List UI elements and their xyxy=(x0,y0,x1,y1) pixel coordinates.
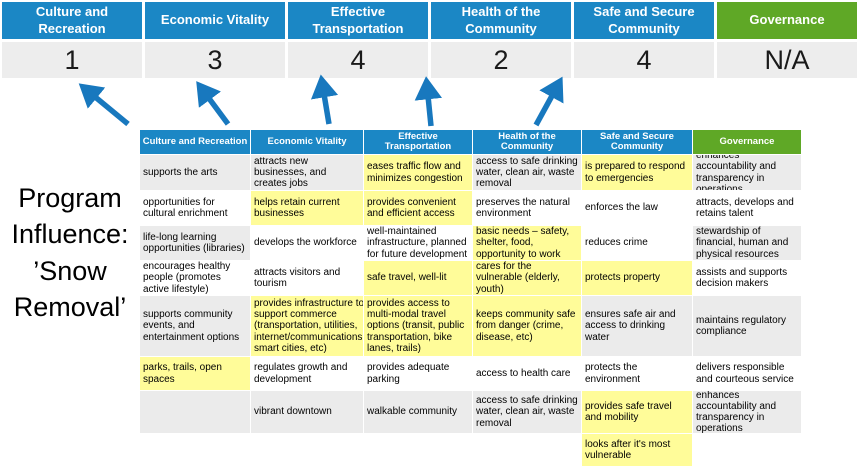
matrix-cell-r6-c2: regulates growth and development xyxy=(251,357,363,390)
arrow-economic-vitality xyxy=(196,81,231,126)
matrix-cell-r4-c1: encourages healthy people (promotes acti… xyxy=(140,261,250,295)
score-effective-transportation: 4 xyxy=(288,42,428,78)
matrix-cell-r8-c1 xyxy=(140,434,250,466)
matrix-cell-r5-c5: ensures safe air and access to drinking … xyxy=(582,296,692,356)
matrix-cell-r8-c5: looks after it's most vulnerable xyxy=(582,434,692,466)
matrix-cell-r6-c5: protects the environment xyxy=(582,357,692,390)
matrix-cell-r1-c6: enhances accountability and transparency… xyxy=(693,155,801,190)
matrix-cell-r3-c5: reduces crime xyxy=(582,226,692,260)
matrix-cell-r5-c3: provides access to multi-modal travel op… xyxy=(364,296,472,356)
arrow-culture-and-recreation xyxy=(78,83,130,127)
banner-safe-and-secure-community: Safe and Secure Community xyxy=(574,2,714,39)
matrix-cell-r8-c4 xyxy=(473,434,581,466)
matrix-cell-r4-c2: attracts visitors and tourism xyxy=(251,261,363,295)
matrix-header-governance: Governance xyxy=(693,130,801,154)
matrix-cell-r4-c3: safe travel, well-lit xyxy=(364,261,472,295)
matrix-cell-r2-c6: attracts, develops and retains talent xyxy=(693,191,801,225)
score-economic-vitality: 3 xyxy=(145,42,285,78)
matrix-cell-r8-c2 xyxy=(251,434,363,466)
matrix-cell-r6-c4: access to health care xyxy=(473,357,581,390)
matrix-cell-r3-c4: basic needs – safety, shelter, food, opp… xyxy=(473,226,581,260)
score-governance: N/A xyxy=(717,42,857,78)
matrix-cell-r2-c4: preserves the natural environment xyxy=(473,191,581,225)
matrix-cell-r1-c5: is prepared to respond to emergencies xyxy=(582,155,692,190)
matrix-cell-r7-c4: access to safe drinking water, clean air… xyxy=(473,391,581,433)
matrix-cell-r7-c5: provides safe travel and mobility xyxy=(582,391,692,433)
matrix-cell-r5-c4: keeps community safe from danger (crime,… xyxy=(473,296,581,356)
score-row: 1 3 4 2 4 N/A xyxy=(2,42,857,78)
program-influence-label: Program Influence: ’Snow Removal’ xyxy=(11,183,129,323)
matrix-cell-r7-c3: walkable community xyxy=(364,391,472,433)
matrix-cell-r8-c3 xyxy=(364,434,472,466)
matrix-cell-r1-c2: attracts new businesses, and creates job… xyxy=(251,155,363,190)
banner-culture-and-recreation: Culture and Recreation xyxy=(2,2,142,39)
matrix-cell-r2-c1: opportunities for cultural enrichment xyxy=(140,191,250,225)
matrix-cell-r7-c1 xyxy=(140,391,250,433)
matrix-cell-r2-c2: helps retain current businesses xyxy=(251,191,363,225)
matrix-cell-r3-c3: well-maintained infrastructure, planned … xyxy=(364,226,472,260)
matrix-cell-r5-c6: maintains regulatory compliance xyxy=(693,296,801,356)
matrix-header-health-of-the-community: Health of the Community xyxy=(473,130,581,154)
matrix-cell-r1-c3: eases traffic flow and minimizes congest… xyxy=(364,155,472,190)
matrix-cell-r6-c3: provides adequate parking xyxy=(364,357,472,390)
influence-matrix: Culture and Recreation Economic Vitality E… xyxy=(140,130,801,466)
priority-banner: Culture and Recreation Economic Vitality E… xyxy=(2,2,857,39)
matrix-cell-r3-c1: life-long learning opportunities (librar… xyxy=(140,226,250,260)
matrix-header-effective-transportation: Effective Transportation xyxy=(364,130,472,154)
arrow-effective-transportation xyxy=(310,74,339,125)
arrow-safe-and-secure-community xyxy=(533,76,564,127)
banner-governance: Governance xyxy=(717,2,857,39)
arrow-health-of-the-community xyxy=(414,76,443,127)
matrix-cell-r4-c6: assists and supports decision makers xyxy=(693,261,801,295)
matrix-cell-r4-c5: protects property xyxy=(582,261,692,295)
matrix-cell-r3-c2: develops the workforce xyxy=(251,226,363,260)
score-health-of-the-community: 2 xyxy=(431,42,571,78)
banner-economic-vitality: Economic Vitality xyxy=(145,2,285,39)
matrix-cell-r5-c1: supports community events, and entertain… xyxy=(140,296,250,356)
matrix-cell-r8-c6 xyxy=(693,434,801,466)
matrix-header-culture-and-recreation: Culture and Recreation xyxy=(140,130,250,154)
matrix-cell-r3-c6: stewardship of financial, human and phys… xyxy=(693,226,801,260)
matrix-cell-r2-c5: enforces the law xyxy=(582,191,692,225)
matrix-cell-r2-c3: provides convenient and efficient access xyxy=(364,191,472,225)
matrix-cell-r6-c1: parks, trails, open spaces xyxy=(140,357,250,390)
score-safe-and-secure-community: 4 xyxy=(574,42,714,78)
matrix-header-economic-vitality: Economic Vitality xyxy=(251,130,363,154)
score-culture-and-recreation: 1 xyxy=(2,42,142,78)
matrix-cell-r6-c6: delivers responsible and courteous servi… xyxy=(693,357,801,390)
matrix-cell-r1-c1: supports the arts xyxy=(140,155,250,190)
matrix-cell-r7-c6: enhances accountability and transparency… xyxy=(693,391,801,433)
matrix-header-safe-and-secure-community: Safe and Secure Community xyxy=(582,130,692,154)
matrix-cell-r4-c4: cares for the vulnerable (elderly, youth… xyxy=(473,261,581,295)
matrix-cell-r7-c2: vibrant downtown xyxy=(251,391,363,433)
banner-health-of-the-community: Health of the Community xyxy=(431,2,571,39)
matrix-cell-r1-c4: access to safe drinking water, clean air… xyxy=(473,155,581,190)
matrix-cell-r5-c2: provides infrastructure to support comme… xyxy=(251,296,363,356)
banner-effective-transportation: Effective Transportation xyxy=(288,2,428,39)
